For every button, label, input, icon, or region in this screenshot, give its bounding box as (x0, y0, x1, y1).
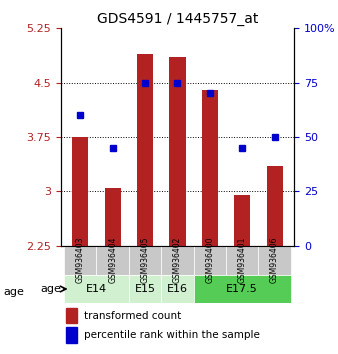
Text: GSM936404: GSM936404 (108, 237, 117, 283)
FancyBboxPatch shape (226, 246, 259, 274)
Bar (234, 195, 250, 246)
Text: GSM936406: GSM936406 (270, 237, 279, 283)
Bar (267, 166, 283, 246)
FancyBboxPatch shape (96, 246, 129, 274)
Bar (137, 54, 153, 246)
FancyBboxPatch shape (64, 274, 129, 303)
Text: GSM936400: GSM936400 (206, 237, 214, 283)
FancyBboxPatch shape (161, 246, 194, 274)
FancyBboxPatch shape (161, 274, 194, 303)
FancyBboxPatch shape (194, 246, 226, 274)
Bar (72, 137, 88, 246)
Bar (104, 188, 121, 246)
Text: age: age (40, 284, 61, 294)
Bar (202, 90, 218, 246)
Bar (66, 308, 77, 323)
Bar (66, 327, 77, 343)
FancyBboxPatch shape (259, 246, 291, 274)
Text: GSM936401: GSM936401 (238, 237, 247, 283)
Text: GSM936403: GSM936403 (76, 237, 85, 283)
Bar (169, 57, 186, 246)
Text: age: age (3, 287, 24, 297)
Text: GSM936402: GSM936402 (173, 237, 182, 283)
FancyBboxPatch shape (64, 246, 96, 274)
FancyBboxPatch shape (129, 246, 161, 274)
Text: E15: E15 (135, 284, 155, 294)
Text: transformed count: transformed count (84, 311, 182, 321)
FancyBboxPatch shape (129, 274, 161, 303)
Text: E17.5: E17.5 (226, 284, 258, 294)
Text: E14: E14 (86, 284, 107, 294)
FancyBboxPatch shape (194, 274, 291, 303)
Text: E16: E16 (167, 284, 188, 294)
Text: percentile rank within the sample: percentile rank within the sample (84, 330, 260, 340)
Text: GSM936405: GSM936405 (141, 237, 149, 283)
Title: GDS4591 / 1445757_at: GDS4591 / 1445757_at (97, 12, 258, 26)
